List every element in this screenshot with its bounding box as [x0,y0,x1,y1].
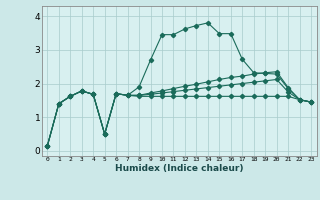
X-axis label: Humidex (Indice chaleur): Humidex (Indice chaleur) [115,164,244,173]
